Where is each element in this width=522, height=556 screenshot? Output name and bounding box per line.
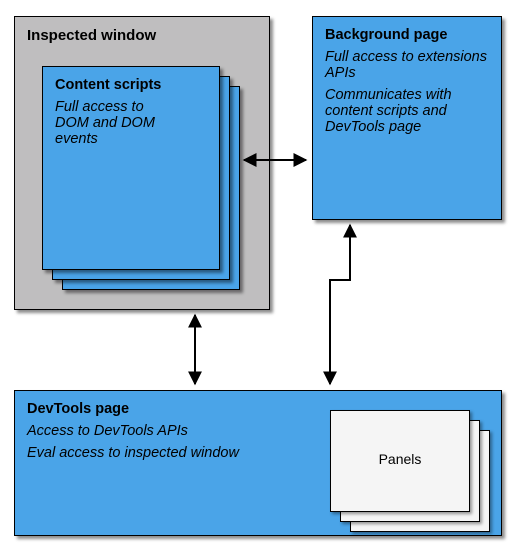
inspected-window-title: Inspected window <box>27 27 257 44</box>
panels-label: Panels <box>331 451 469 467</box>
content-scripts-title: Content scripts <box>55 77 207 93</box>
background-page-desc2: Communicates with content scripts and De… <box>325 87 489 135</box>
panels-box: Panels <box>330 410 470 512</box>
content-scripts-box: Content scripts Full access to DOM and D… <box>42 66 220 270</box>
edge-background-devtools <box>330 225 350 384</box>
background-page-box: Background page Full access to extension… <box>312 16 502 220</box>
diagram-stage: Inspected window Content scripts Full ac… <box>0 0 522 556</box>
background-page-title: Background page <box>325 27 489 43</box>
background-page-desc1: Full access to extensions APIs <box>325 49 489 81</box>
content-scripts-desc: Full access to DOM and DOM events <box>55 99 175 147</box>
